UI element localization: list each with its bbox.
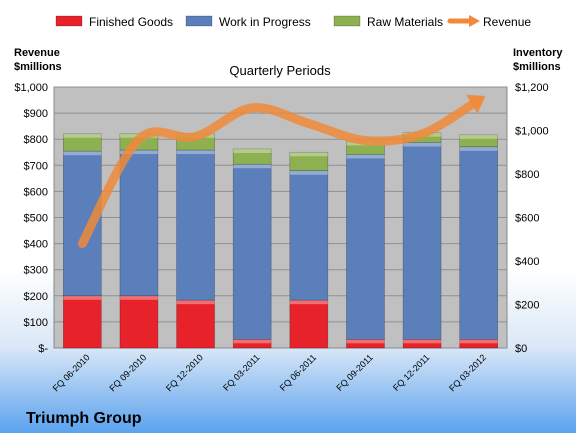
x-axis-ticks: FQ 06-2010 FQ 09-2010 FQ 12-2010 FQ 03-2011… [51,352,488,393]
revenue-line-layer [77,94,486,249]
left-tick-label: $200 [24,291,48,303]
bar-work-in-progress [232,163,272,340]
bar-highlight [289,170,328,175]
left-axis-title-line2: $millions [14,61,62,73]
bar-finished-goods [289,299,329,349]
x-tick-label: FQ 12-2011 [391,352,432,393]
left-tick-label: $500 [24,213,48,225]
legend-label: Raw Materials [367,15,443,29]
bar-highlight [403,339,442,344]
bar-raw-materials [459,134,498,148]
legend: Finished Goods Work in Progress Raw Materi… [55,15,531,29]
bar-highlight [119,150,158,155]
bar-highlight [233,164,272,169]
left-tick-label: $800 [24,134,48,146]
bar-highlight [459,134,498,139]
bar-raw-materials [289,151,329,172]
bar-finished-goods [176,299,215,349]
left-tick-label: $100 [24,317,48,329]
revenue-line [77,95,484,249]
bar-highlight [63,151,102,156]
bar-work-in-progress [346,154,385,340]
legend-label: Finished Goods [89,15,173,29]
bar-highlight [233,148,272,153]
left-tick-label: $300 [24,265,48,277]
legend-swatch [55,15,83,27]
bars [63,132,498,349]
x-tick-label: FQ 03-2011 [221,352,262,393]
left-tick-label: $600 [24,186,48,198]
bar-highlight [63,133,102,138]
x-tick-label: FQ 06-2011 [278,352,319,393]
bar-highlight [233,339,272,344]
left-tick-label: $900 [24,108,48,120]
bar-highlight [119,295,158,300]
bar-work-in-progress [459,146,498,340]
left-axis-ticks: $- $100 $200 $300 $400 $500 $600 $700 $800 $900 $1… [14,82,48,355]
right-tick-label: $200 [515,300,539,312]
right-axis-title-line1: Inventory [513,47,563,59]
left-axis-title-line1: Revenue [14,47,60,59]
bar-highlight [176,150,215,155]
legend-label: Work in Progress [219,15,311,29]
x-tick-label: FQ 09-2010 [107,352,148,393]
bar-work-in-progress [119,149,159,297]
legend-arrow-swatch [469,15,480,27]
bar-highlight [289,152,328,157]
legend-label: Revenue [483,15,531,29]
right-tick-label: $1,200 [515,82,549,94]
bar-highlight [289,300,328,305]
legend-swatch [185,15,213,27]
right-axis-title-line2: $millions [513,61,561,73]
bar-work-in-progress [289,170,329,301]
left-tick-label: $400 [24,239,48,251]
bar-work-in-progress [402,142,442,340]
bar-highlight [63,295,102,300]
right-axis-ticks: $0 $200 $400 $600 $800 $1,000 $1,200 [515,82,549,355]
left-tick-label: $- [38,343,48,355]
right-tick-label: $800 [515,169,539,181]
left-tick-label: $700 [24,160,48,172]
company-name: Triumph Group [26,410,142,427]
chart-title: Quarterly Periods [229,63,331,78]
x-tick-label: FQ 03-2012 [447,352,488,393]
bar-highlight [346,339,385,344]
bar-highlight [176,300,215,305]
bar-highlight [459,146,498,151]
right-tick-label: $600 [515,213,539,225]
x-tick-label: FQ 06-2010 [51,352,92,393]
bar-highlight [403,142,442,147]
x-tick-label: FQ 12-2010 [164,352,205,393]
right-tick-label: $1,000 [515,126,549,138]
bar-finished-goods [63,295,102,349]
bar-work-in-progress [176,149,215,301]
right-tick-label: $400 [515,256,539,268]
bar-highlight [346,154,385,159]
bar-highlight [459,339,498,344]
legend-swatch [333,15,361,27]
right-tick-label: $0 [515,343,527,355]
x-tick-label: FQ 09-2011 [334,352,375,393]
bar-raw-materials [63,133,102,152]
bar-finished-goods [119,295,159,349]
left-tick-label: $1,000 [14,82,48,94]
revenue-arrowhead [466,94,486,114]
bar-raw-materials [232,148,272,165]
